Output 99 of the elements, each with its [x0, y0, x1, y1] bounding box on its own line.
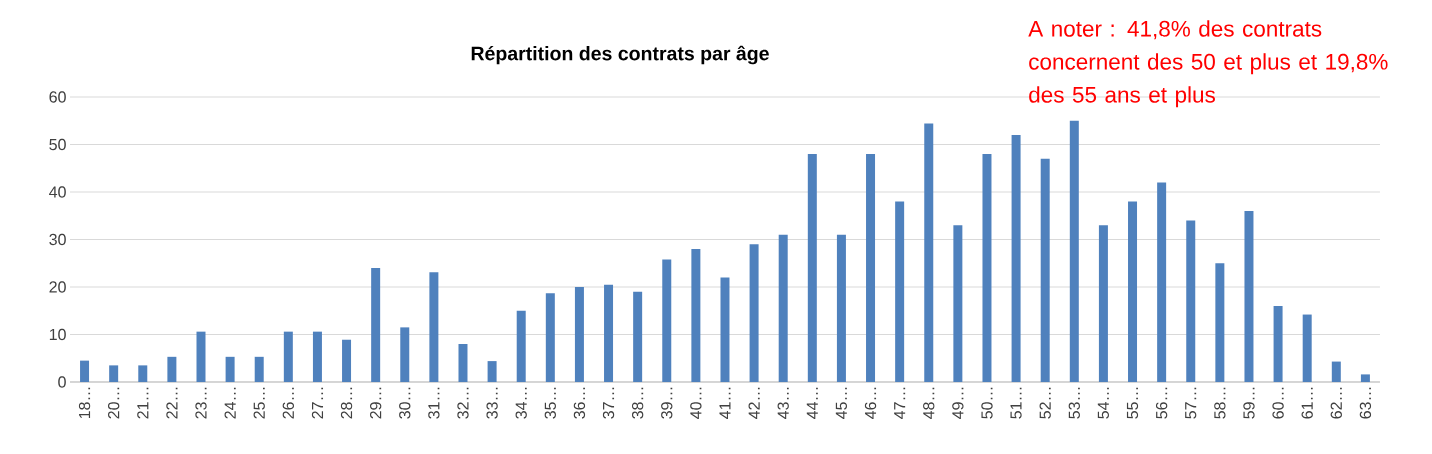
bar: [400, 327, 410, 382]
x-tick-label: 49…: [952, 387, 964, 419]
x-tick-label: 30…: [399, 387, 411, 419]
bar: [982, 154, 992, 382]
bar: [574, 287, 584, 382]
x-tick-label: 58…: [1214, 387, 1226, 419]
bar: [371, 268, 381, 382]
bar: [80, 360, 90, 382]
x-tick-label: 44…: [806, 387, 818, 419]
bar: [1069, 120, 1079, 382]
bar: [196, 331, 206, 382]
y-tick-label: 50: [49, 138, 66, 151]
bar: [1098, 225, 1108, 382]
chart-title: Répartition des contrats par âge: [471, 45, 769, 65]
x-tick-label: 57…: [1185, 387, 1197, 419]
annotation: A noter : 41,8% des contrats concernent des 50 et plus et 19,8% des 55 ans et plus: [1028, 20, 1388, 108]
x-tick-label: 41…: [719, 387, 731, 419]
bar: [1302, 314, 1312, 382]
x-tick-label: 55…: [1126, 387, 1139, 419]
bar: [749, 244, 759, 382]
bar: [807, 154, 817, 382]
bar: [1128, 201, 1138, 382]
x-tick-label: 48…: [923, 387, 935, 419]
x-tick-label: 39…: [661, 387, 673, 419]
x-tick-label: 32…: [457, 387, 469, 419]
x-tick-label: 47…: [894, 387, 906, 419]
bar: [633, 291, 643, 382]
y-tick-label: 10: [49, 328, 66, 341]
x-tick-label: 18…: [78, 387, 91, 419]
x-tick-label: 28…: [340, 387, 353, 419]
bar: [458, 344, 468, 382]
bar: [1360, 374, 1370, 382]
x-tick-label: 31…: [428, 387, 440, 419]
x-tick-label: 63…: [1359, 387, 1372, 419]
bar: [924, 123, 934, 382]
bar: [1011, 135, 1021, 382]
bar: [836, 234, 846, 382]
x-tick-label: 50…: [981, 387, 993, 419]
y-tick-label: 30: [49, 233, 66, 246]
bar: [516, 310, 526, 382]
bar: [312, 331, 322, 382]
y-tick-label: 60: [49, 91, 66, 103]
x-tick-label: 43…: [777, 387, 789, 419]
bar: [604, 284, 614, 382]
bar: [953, 225, 963, 382]
bar: [342, 339, 352, 382]
y-tick-label: 0: [58, 376, 66, 388]
x-tick-label: 26…: [282, 387, 294, 419]
bar: [1186, 220, 1196, 382]
x-tick-label: 53…: [1068, 387, 1080, 419]
x-tick-label: 45…: [835, 387, 847, 419]
bar: [1040, 158, 1050, 382]
bar: [429, 272, 439, 382]
x-tick-label: 40…: [690, 387, 702, 419]
bar: [545, 293, 555, 382]
bar: [1331, 361, 1341, 382]
bar: [866, 154, 876, 382]
x-tick-label: 36…: [573, 387, 586, 419]
y-tick-label: 40: [49, 186, 66, 198]
x-tick-label: 46…: [864, 387, 877, 419]
x-tick-label: 34…: [515, 387, 527, 419]
x-tick-label: 51…: [1010, 387, 1022, 419]
x-tick-label: 62…: [1330, 387, 1342, 419]
x-tick-label: 38…: [631, 387, 644, 419]
x-tick-label: 25…: [253, 387, 265, 419]
bar: [662, 259, 672, 382]
x-tick-label: 42…: [748, 387, 760, 419]
bar: [109, 365, 119, 382]
x-tick-label: 20…: [108, 387, 120, 419]
x-tick-label: 22…: [166, 387, 178, 419]
bar: [487, 361, 497, 382]
bar: [691, 249, 701, 382]
x-tick-label: 23…: [195, 387, 207, 419]
bar: [1157, 182, 1167, 382]
x-tick-label: 54…: [1097, 387, 1109, 419]
x-tick-label: 29…: [369, 387, 382, 419]
bar: [254, 356, 264, 382]
bar: [720, 277, 730, 382]
x-tick-label: 61…: [1301, 387, 1313, 419]
x-tick-label: 33…: [486, 387, 498, 419]
bar: [167, 356, 177, 382]
x-tick-label: 27…: [311, 387, 324, 419]
x-tick-label: 21…: [137, 387, 149, 419]
x-tick-label: 35…: [544, 387, 556, 419]
bar: [283, 331, 293, 382]
bar: [1273, 306, 1283, 382]
x-tick-label: 37…: [602, 387, 615, 419]
bar: [225, 356, 235, 382]
bar: [1244, 211, 1254, 382]
x-tick-label: 24…: [224, 387, 236, 419]
x-tick-label: 59…: [1243, 387, 1255, 419]
x-tick-label: 56…: [1155, 387, 1168, 419]
y-tick-label: 20: [49, 281, 66, 293]
bar: [778, 234, 788, 382]
bar: [138, 365, 148, 382]
x-tick-label: 60…: [1272, 387, 1284, 419]
bar: [895, 201, 905, 382]
x-tick-label: 52…: [1039, 387, 1051, 419]
bar: [1215, 263, 1225, 382]
